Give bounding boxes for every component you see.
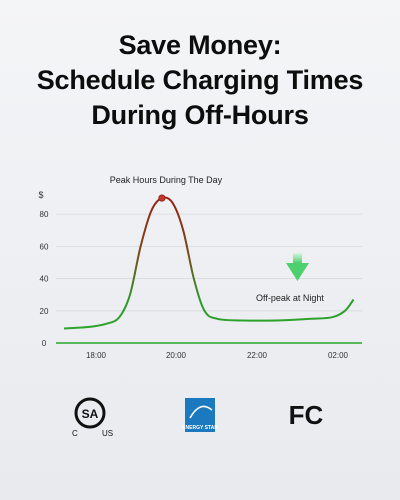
- y-tick-label: 40: [40, 275, 49, 284]
- x-tick-label: 20:00: [166, 351, 187, 360]
- x-tick-label: 22:00: [247, 351, 268, 360]
- x-tick-label: 18:00: [86, 351, 107, 360]
- y-tick-label: 0: [42, 339, 47, 348]
- peak-point: [158, 194, 166, 202]
- headline-line-3: During Off-Hours: [91, 100, 309, 130]
- y-tick-label: 20: [40, 307, 49, 316]
- y-axis-label: $: [38, 190, 43, 200]
- x-axis-ticks: 18:00 20:00 22:00 02:00: [86, 351, 349, 360]
- svg-text:FC: FC: [289, 400, 324, 430]
- offpeak-annotation: Off-peak at Night: [256, 293, 324, 303]
- svg-text:US: US: [102, 429, 113, 438]
- svg-text:ENERGY STAR: ENERGY STAR: [182, 425, 218, 431]
- x-tick-label: 02:00: [328, 351, 349, 360]
- y-axis-ticks: 0 20 40 60 80: [40, 210, 49, 348]
- certification-logos: SA C US ENERGY STAR FC: [72, 397, 324, 438]
- price-chart: 0 20 40 60 80 $ 18:00 20:00 22:00 02:00 Peak Ho…: [38, 175, 362, 360]
- energy-star-logo: ENERGY STAR: [182, 398, 218, 432]
- grid: [56, 213, 362, 312]
- headline-line-1: Save Money:: [118, 30, 282, 60]
- fcc-logo: FC: [289, 400, 324, 430]
- headline-line-2: Schedule Charging Times: [36, 65, 364, 95]
- down-arrow-icon: [286, 253, 309, 281]
- series-line: [63, 196, 355, 330]
- y-tick-label: 80: [40, 210, 49, 219]
- y-tick-label: 60: [40, 242, 49, 251]
- headline: Save Money: Schedule Charging Times Duri…: [0, 28, 400, 133]
- peak-annotation: Peak Hours During The Day: [110, 175, 223, 185]
- csa-logo: SA C US: [72, 397, 113, 438]
- svg-text:SA: SA: [82, 407, 99, 421]
- svg-text:C: C: [72, 429, 78, 438]
